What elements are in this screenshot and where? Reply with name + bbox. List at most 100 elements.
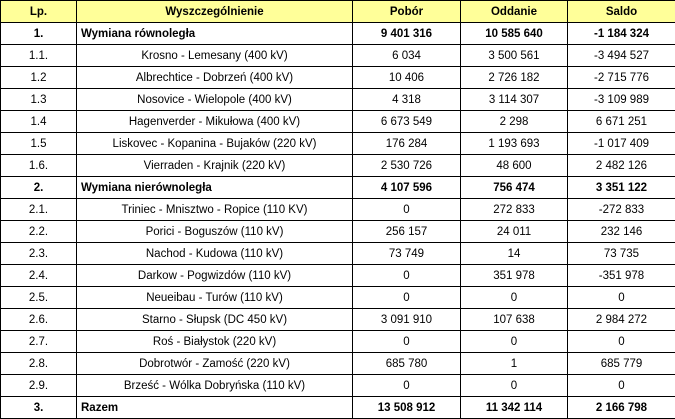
row-oddanie-cell: 2 298 (460, 110, 568, 133)
header-row: Lp. Wyszczególnienie Pobór Oddanie Saldo (0, 0, 675, 23)
table-body: 1. Wymiana równoległa 9 401 316 10 585 640-… (0, 22, 675, 419)
row-description-cell: Liskovec - Kopanina - Bujaków (220 kV) (76, 132, 353, 155)
row-saldo-cell: -3 494 527 (567, 44, 675, 67)
row-lp-cell: 2.1. (0, 198, 77, 221)
row-oddanie-cell: 272 833 (460, 198, 568, 221)
row-lp-cell: 2.2. (0, 220, 77, 243)
row-lp-cell: 2.5. (0, 286, 77, 309)
table-row: 1.3 Nosovice - Wielopole (400 kV) 4 318 3 1… (0, 88, 675, 111)
row-pobor-cell: 3 091 910 (352, 308, 461, 331)
row-pobor-cell: 73 749 (352, 242, 461, 265)
row-description-cell: Darkow - Pogwizdów (110 kV) (76, 264, 353, 287)
row-oddanie-cell: 14 (460, 242, 568, 265)
row-lp-cell: 2.8. (0, 352, 77, 375)
row-lp-cell: 2. (0, 176, 77, 199)
row-saldo-cell: 0 (567, 330, 675, 353)
table-row: 1.4 Hagenverder - Mikułowa (400 kV) 6 673 … (0, 110, 675, 133)
row-description-cell: Hagenverder - Mikułowa (400 kV) (76, 110, 353, 133)
row-saldo-cell: 2 482 126 (567, 154, 675, 177)
row-saldo-cell: 2 166 798 (567, 396, 675, 419)
row-lp-cell: 1.2 (0, 66, 77, 89)
table-row: 2.5. Neueibau - Turów (110 kV) 0 0 0 (0, 286, 675, 309)
row-oddanie-cell: 756 474 (460, 176, 568, 199)
row-description-cell: Starno - Słupsk (DC 450 kV) (76, 308, 353, 331)
row-pobor-cell: 10 406 (352, 66, 461, 89)
row-pobor-cell: 0 (352, 374, 461, 397)
table-row: 2.3. Nachod - Kudowa (110 kV) 73 749 14 73 7… (0, 242, 675, 265)
row-lp-cell: 3. (0, 396, 77, 419)
table-row: 1.2 Albrechtice - Dobrzeń (400 kV) 10 406 2… (0, 66, 675, 89)
row-saldo-cell: 685 779 (567, 352, 675, 375)
header-oddanie: Oddanie (460, 0, 568, 23)
row-description-cell: Vierraden - Krajnik (220 kV) (76, 154, 353, 177)
row-description-cell: Porici - Boguszów (110 kV) (76, 220, 353, 243)
row-description-cell: Wymiana równoległa (76, 22, 353, 45)
row-saldo-cell: -3 109 989 (567, 88, 675, 111)
row-lp-cell: 2.6. (0, 308, 77, 331)
row-oddanie-cell: 1 193 693 (460, 132, 568, 155)
table-row: 2.1. Triniec - Mnisztwo - Ropice (110 KV)… (0, 198, 675, 221)
row-description-cell: Brześć - Wólka Dobryńska (110 kV) (76, 374, 353, 397)
row-pobor-cell: 2 530 726 (352, 154, 461, 177)
table-summary-row: 2. Wymiana nierównoległa 4 107 596 756 474 3… (0, 176, 675, 199)
row-pobor-cell: 0 (352, 198, 461, 221)
row-saldo-cell: -351 978 (567, 264, 675, 287)
row-lp-cell: 1.3 (0, 88, 77, 111)
row-lp-cell: 1.1. (0, 44, 77, 67)
row-lp-cell: 1.4 (0, 110, 77, 133)
table-row: 2.4. Darkow - Pogwizdów (110 kV) 0 351 978-… (0, 264, 675, 287)
table-summary-row: 1. Wymiana równoległa 9 401 316 10 585 640-… (0, 22, 675, 45)
table-row: 2.8. Dobrotwór - Zamość (220 kV) 685 780 1 6… (0, 352, 675, 375)
row-oddanie-cell: 351 978 (460, 264, 568, 287)
row-saldo-cell: 6 671 251 (567, 110, 675, 133)
row-saldo-cell: -1 017 409 (567, 132, 675, 155)
row-saldo-cell: 2 984 272 (567, 308, 675, 331)
row-description-cell: Nosovice - Wielopole (400 kV) (76, 88, 353, 111)
row-oddanie-cell: 0 (460, 374, 568, 397)
row-lp-cell: 2.3. (0, 242, 77, 265)
row-description-cell: Wymiana nierównoległa (76, 176, 353, 199)
row-pobor-cell: 256 157 (352, 220, 461, 243)
row-description-cell: Albrechtice - Dobrzeń (400 kV) (76, 66, 353, 89)
row-pobor-cell: 6 673 549 (352, 110, 461, 133)
row-lp-cell: 2.7. (0, 330, 77, 353)
table-row: 2.9. Brześć - Wólka Dobryńska (110 kV) 0 0 0 (0, 374, 675, 397)
row-pobor-cell: 4 107 596 (352, 176, 461, 199)
row-lp-cell: 1.5 (0, 132, 77, 155)
row-saldo-cell: -2 715 776 (567, 66, 675, 89)
row-description-cell: Roś - Białystok (220 kV) (76, 330, 353, 353)
row-lp-cell: 1. (0, 22, 77, 45)
row-pobor-cell: 0 (352, 330, 461, 353)
row-lp-cell: 2.4. (0, 264, 77, 287)
row-oddanie-cell: 2 726 182 (460, 66, 568, 89)
row-oddanie-cell: 3 114 307 (460, 88, 568, 111)
row-lp-cell: 1.6. (0, 154, 77, 177)
row-saldo-cell: 0 (567, 286, 675, 309)
row-oddanie-cell: 3 500 561 (460, 44, 568, 67)
row-pobor-cell: 13 508 912 (352, 396, 461, 419)
row-pobor-cell: 6 034 (352, 44, 461, 67)
table-row: 1.6. Vierraden - Krajnik (220 kV) 2 530 72… (0, 154, 675, 177)
row-pobor-cell: 0 (352, 286, 461, 309)
row-pobor-cell: 0 (352, 264, 461, 287)
row-oddanie-cell: 107 638 (460, 308, 568, 331)
row-pobor-cell: 9 401 316 (352, 22, 461, 45)
row-oddanie-cell: 1 (460, 352, 568, 375)
row-pobor-cell: 176 284 (352, 132, 461, 155)
header-description: Wyszczególnienie (76, 0, 353, 23)
table-summary-row: 3. Razem 13 508 912 11 342 114 2 166 798 (0, 396, 675, 419)
row-oddanie-cell: 24 011 (460, 220, 568, 243)
header-lp: Lp. (0, 0, 77, 23)
row-saldo-cell: -1 184 324 (567, 22, 675, 45)
header-pobor: Pobór (352, 0, 461, 23)
row-description-cell: Dobrotwór - Zamość (220 kV) (76, 352, 353, 375)
table-row: 1.1. Krosno - Lemesany (400 kV) 6 034 3 500… (0, 44, 675, 67)
row-pobor-cell: 4 318 (352, 88, 461, 111)
row-saldo-cell: 232 146 (567, 220, 675, 243)
row-pobor-cell: 685 780 (352, 352, 461, 375)
row-description-cell: Triniec - Mnisztwo - Ropice (110 KV) (76, 198, 353, 221)
table-row: 1.5 Liskovec - Kopanina - Bujaków (220 kV… (0, 132, 675, 155)
row-lp-cell: 2.9. (0, 374, 77, 397)
table-row: 2.6. Starno - Słupsk (DC 450 kV) 3 091 910… (0, 308, 675, 331)
